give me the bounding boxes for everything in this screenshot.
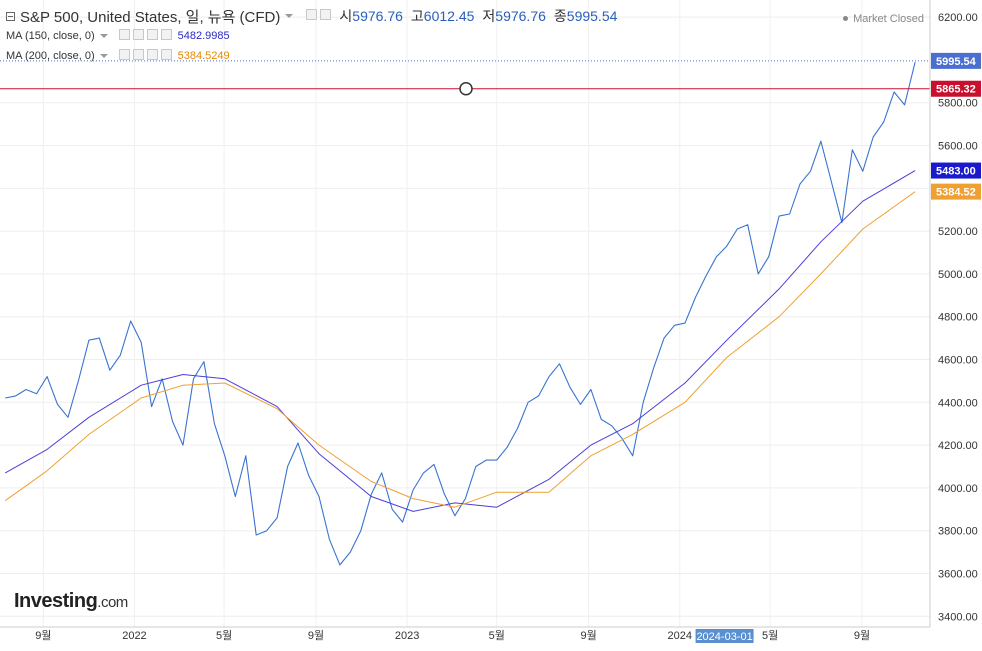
y-tick-label: 6200.00 [938,12,978,24]
y-tick-label: 5600.00 [938,141,978,153]
gear-icon[interactable] [320,9,332,20]
legend-ma200-row: MA (200, close, 0) 5384.5249 [6,46,617,66]
low-label: 저 [482,8,496,24]
ma150-tools [116,29,172,43]
ma150-badge: 5483.00 [931,162,981,179]
eye-icon[interactable] [118,29,130,40]
logo-suffix: .com [97,594,128,611]
chevron-down-icon[interactable] [99,54,108,58]
instrument-title[interactable]: S&P 500, United States, 일, 뉴욕 (CFD) [20,8,281,26]
y-tick-label: 4000.00 [938,483,978,495]
ma200-badge-bg [931,183,981,200]
price-line [5,61,916,566]
y-tick-label: 3800.00 [938,526,978,538]
x-tick-label: 5월 [762,629,778,642]
ma200-line [4,191,916,508]
eye-icon[interactable] [118,49,130,60]
x-tick-label: 2023 [395,630,419,642]
crosshair-date-text: 2024-03-01 [696,631,752,643]
y-tick-label: 5800.00 [938,98,978,110]
x-tick-label: 2022 [122,630,146,642]
y-tick-label: 4400.00 [938,397,978,409]
horizontal-line-badge-text: 5865.32 [936,84,976,96]
gear-icon[interactable] [146,29,158,40]
y-tick-label: 3600.00 [938,569,978,581]
x-tick-label: 9월 [581,629,597,642]
legend-ma150-row: MA (150, close, 0) 5482.9985 [6,26,617,46]
open-value: 5976.76 [352,8,403,24]
y-tick-label: 5000.00 [938,269,978,281]
x-tick-label: 5월 [489,629,505,642]
legend-main-row: S&P 500, United States, 일, 뉴욕 (CFD) 시 597… [6,6,617,26]
crosshair-date-bg [695,629,754,643]
high-value: 6012.45 [423,8,475,24]
close-value: 5995.54 [566,8,618,24]
y-tick-label: 5200.00 [938,226,978,238]
last-price-badge-bg [931,52,981,69]
ma150-badge-text: 5483.00 [936,166,976,178]
ma200-label[interactable]: MA (200, close, 0) [6,50,95,62]
legend-tools [303,9,332,23]
x-tick-label: 9월 [35,629,51,642]
x-tick-label: 2024 [668,630,692,642]
status-dot-icon [843,15,849,21]
y-tick-label: 4600.00 [938,355,978,367]
close-icon[interactable] [160,29,172,40]
grid-layer [0,0,930,627]
series-layer [0,60,930,566]
ma200-badge: 5384.52 [931,183,981,200]
gear-icon[interactable] [132,49,144,60]
close-label: 종 [553,8,567,24]
y-tick-label: 4800.00 [938,312,978,324]
horizontal-line-badge: 5865.32 [931,80,981,97]
ma150-label[interactable]: MA (150, close, 0) [6,30,95,42]
x-tick-label: 5월 [216,629,232,642]
y-tick-label: 3400.00 [938,611,978,623]
collapse-icon[interactable] [6,11,15,21]
open-label: 시 [339,8,353,24]
ma200-value: 5384.5249 [177,50,230,62]
chevron-down-icon[interactable] [99,34,108,38]
ma150-line [4,170,916,512]
y-tick-label: 4200.00 [938,440,978,452]
high-label: 고 [410,8,424,24]
last-price-badge-text: 5995.54 [936,56,977,68]
brand-logo: Investing.com [14,590,128,613]
ma150-badge-bg [931,162,981,179]
logo-brand: Investing [14,590,98,612]
x-tick-label: 9월 [854,629,870,642]
gear-icon[interactable] [132,29,144,40]
chevron-down-icon[interactable] [285,14,294,18]
ma200-tools [116,49,172,63]
crosshair-date-badge: 2024-03-01 [695,629,754,643]
market-status-text: Market Closed [853,13,924,25]
market-status: Market Closed [843,13,924,25]
close-icon[interactable] [160,49,172,60]
horizontal-line-handle[interactable] [459,81,473,96]
ma200-badge-text: 5384.52 [936,187,976,199]
eye-icon[interactable] [306,9,318,20]
horizontal-line-badge-bg [931,80,981,97]
ma150-value: 5482.9985 [177,30,230,42]
legend-panel: S&P 500, United States, 일, 뉴욕 (CFD) 시 597… [6,6,617,66]
gear-icon[interactable] [146,49,158,60]
x-tick-label: 9월 [308,629,324,642]
last-price-badge: 5995.54 [931,52,981,69]
low-value: 5976.76 [495,8,546,24]
